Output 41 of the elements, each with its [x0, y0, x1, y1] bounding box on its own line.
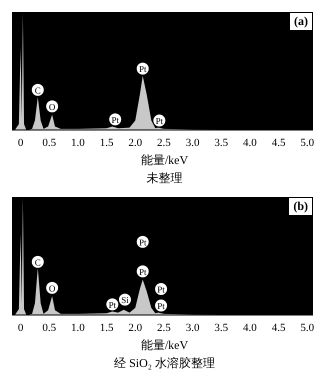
x-tick-label: 5.0	[300, 136, 315, 149]
x-tick-label: 3.5	[214, 322, 229, 334]
annotation: Si	[121, 295, 130, 306]
x-tick-label: 3.0	[186, 322, 200, 334]
annotation: Pt	[138, 266, 147, 277]
x-tick-label: 2.0	[128, 322, 143, 334]
x-tick-label: 0.5	[42, 136, 57, 149]
x-tick-label: 1.5	[100, 322, 114, 334]
annotation: Pt	[111, 114, 120, 125]
x-tick-label: 3.5	[214, 136, 229, 149]
text: 经 SiO₂ 水溶胶整理	[113, 355, 216, 372]
annotation: O	[48, 102, 56, 112]
x-tick-label: 0	[18, 136, 24, 149]
annotation: Pt	[156, 116, 164, 126]
annotation: Pt	[157, 284, 166, 295]
x-tick-label: 1.0	[71, 322, 86, 334]
x-tick-label: 1.5	[100, 136, 114, 149]
x-axis-title: 能量/keV	[140, 337, 190, 353]
annotation: C	[34, 85, 41, 96]
annotation: Pt	[108, 300, 117, 310]
annotation: O	[48, 283, 56, 294]
x-tick-label: 3.0	[186, 136, 200, 149]
x-axis-title: 能量/keV	[140, 152, 190, 168]
x-tick-label: 0.5	[42, 322, 57, 334]
text: 未整理	[146, 170, 184, 187]
annotation: Pt	[157, 301, 166, 312]
annotation: Pt	[138, 237, 147, 248]
annotation: (a)	[290, 13, 312, 30]
x-tick-label: 4.5	[272, 322, 286, 334]
x-tick-label: 4.0	[243, 136, 258, 149]
annotation: Pt	[138, 64, 147, 74]
annotation: (b)	[289, 198, 312, 215]
x-tick-label: 2.0	[128, 136, 143, 149]
annotation: C	[34, 257, 41, 268]
x-tick-label: 1.0	[71, 136, 86, 149]
x-tick-label: 4.0	[243, 322, 258, 334]
x-tick-label: 0	[18, 322, 24, 334]
x-tick-label: 5.0	[300, 322, 315, 334]
x-tick-label: 2.5	[157, 136, 172, 149]
x-tick-label: 2.5	[157, 322, 172, 334]
x-tick-label: 4.5	[272, 136, 286, 149]
